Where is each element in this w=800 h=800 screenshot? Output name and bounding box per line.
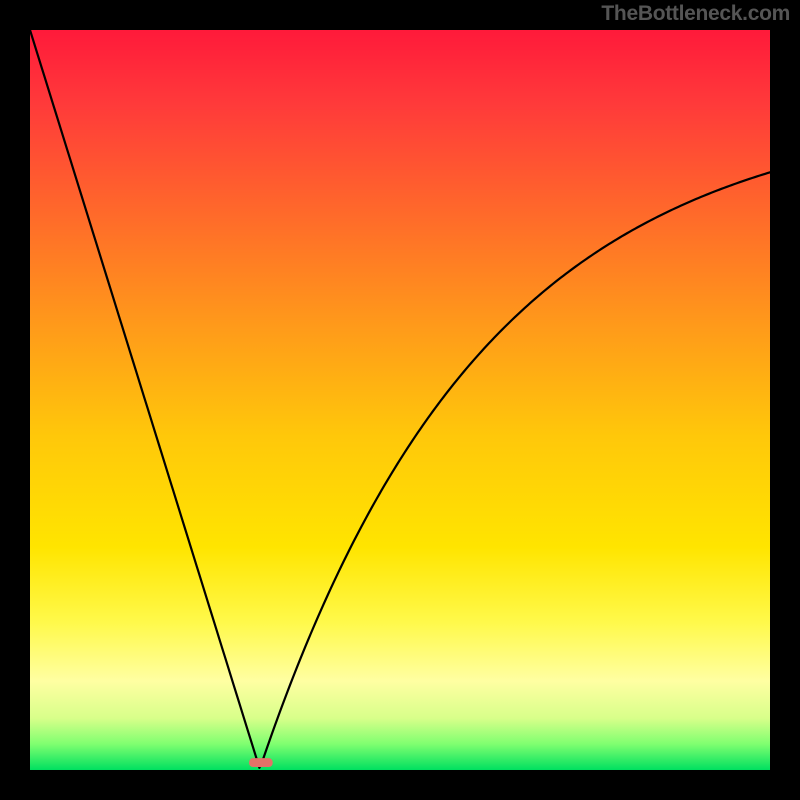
optimum-marker [249,758,273,767]
watermark-text: TheBottleneck.com [601,2,790,26]
outer-frame: TheBottleneck.com [0,0,800,800]
bottleneck-chart [0,0,800,800]
plot-background-gradient [30,30,770,770]
